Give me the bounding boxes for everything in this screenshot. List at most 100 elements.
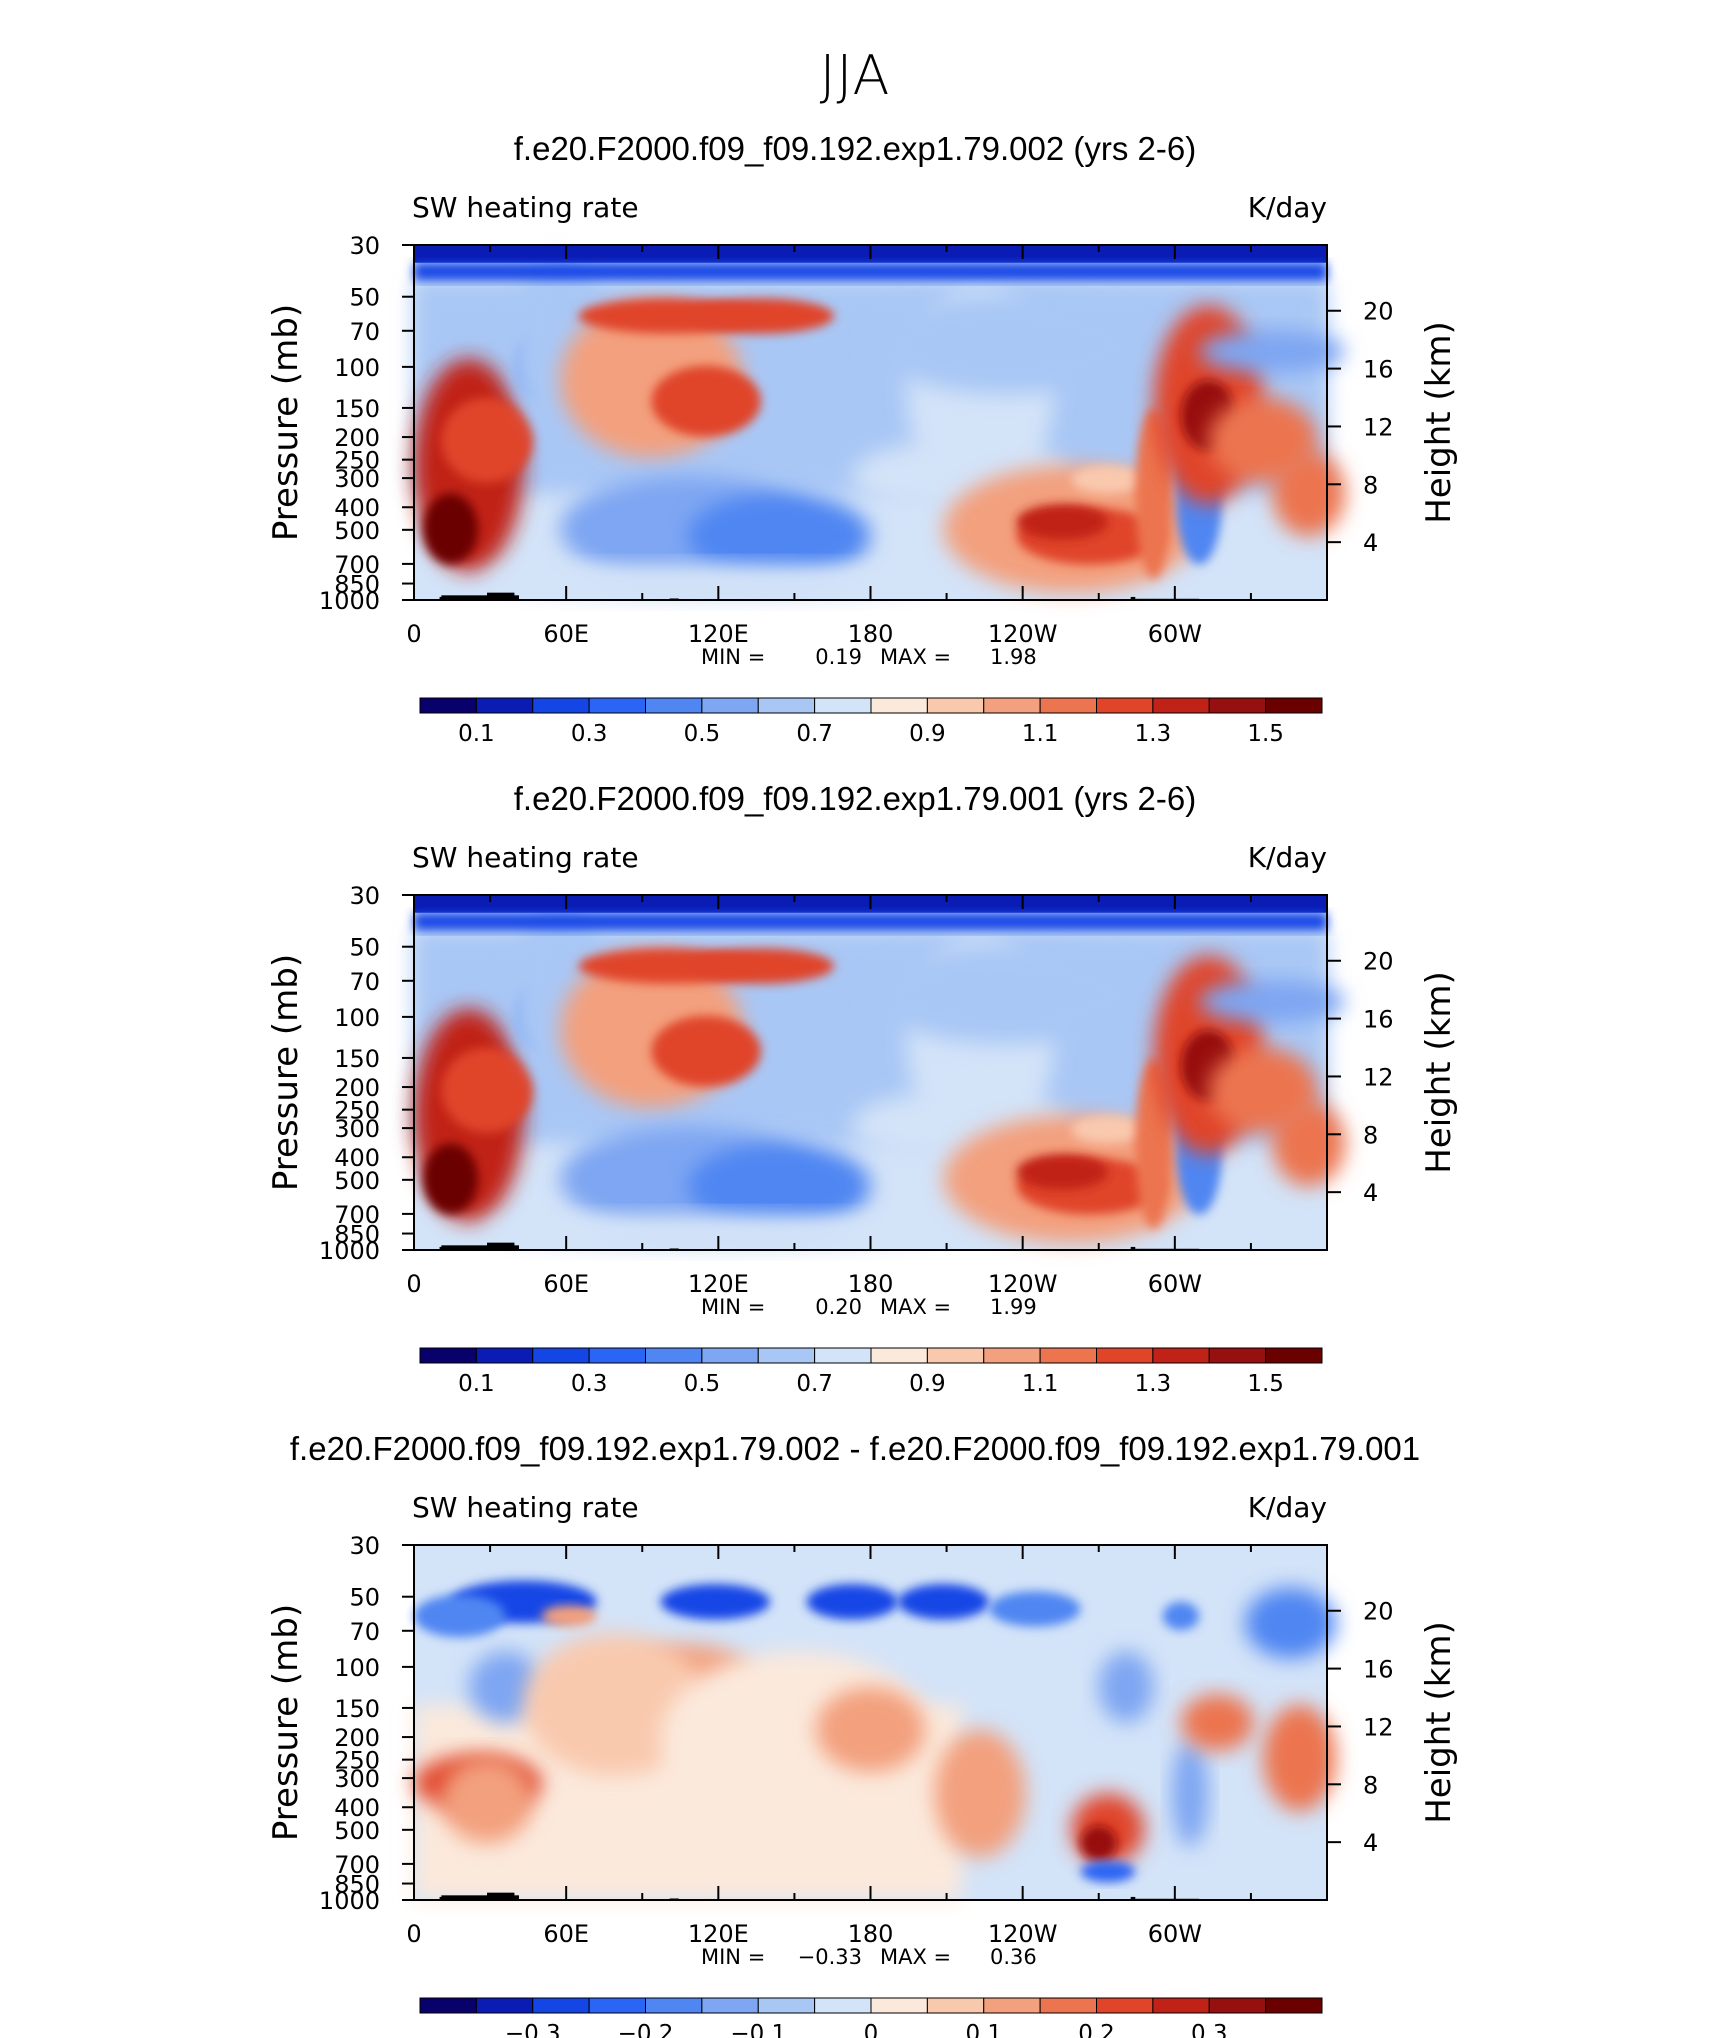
- colorbar-swatch: [814, 1347, 872, 1364]
- colorbar-swatch: [1208, 1997, 1267, 2014]
- colorbar-swatch: [757, 1997, 816, 2014]
- land-mask: [500, 1245, 519, 1250]
- colorbar-swatch: [419, 1997, 477, 2014]
- colorbar-swatch: [475, 1347, 534, 1364]
- y-tick-label: 30: [349, 1532, 380, 1560]
- colorbar-swatch: [926, 697, 985, 714]
- field-blob: [870, 294, 1145, 395]
- y-tick-label: 1000: [319, 587, 380, 615]
- colorbar-swatch: [1039, 1347, 1097, 1364]
- panel-3-title: f.e20.F2000.f09_f09.192.exp1.79.002 - f.…: [289, 1430, 1421, 1467]
- y-tick-label: 100: [334, 1004, 380, 1032]
- page-title: JJA: [819, 44, 891, 107]
- colorbar-swatch: [532, 697, 590, 714]
- stats-max-label: MAX =: [880, 645, 951, 669]
- field-blob: [1272, 1100, 1346, 1187]
- x-tick-label: 120E: [688, 620, 749, 648]
- y-tick-label: 150: [334, 1695, 380, 1723]
- x-tick-label: 60E: [543, 1920, 589, 1948]
- field-blob: [1080, 1825, 1118, 1861]
- colorbar-swatch: [1208, 1347, 1267, 1364]
- y-tick-label: 30: [349, 882, 380, 910]
- colorbar-swatch: [645, 697, 703, 714]
- stats-min: 0.20: [815, 1295, 862, 1319]
- colorbar-label: 0.5: [684, 721, 721, 747]
- colorbar-label: 0.3: [1191, 2021, 1228, 2038]
- x-tick-label: 120E: [688, 1270, 749, 1298]
- colorbar-swatch: [532, 1347, 590, 1364]
- colorbar-swatch: [645, 1997, 703, 2014]
- field-blob: [989, 1591, 1081, 1627]
- y-tick-label: 30: [349, 232, 380, 260]
- y-tick-right-label: 4: [1363, 529, 1378, 557]
- field-blob: [687, 1143, 871, 1229]
- x-tick-label: 180: [848, 1270, 894, 1298]
- x-tick-label: 0: [406, 620, 421, 648]
- y-tick-right-label: 4: [1363, 1179, 1378, 1207]
- colorbar-label: 0.7: [796, 1371, 833, 1397]
- y-tick-right-label: 16: [1363, 1006, 1394, 1034]
- field-blob: [1162, 1601, 1200, 1631]
- field-blob: [687, 948, 834, 984]
- colorbar-label: 0: [864, 2021, 879, 2038]
- y-tick-label: 150: [334, 1045, 380, 1073]
- plot-area-3: [414, 1545, 1337, 1900]
- y-tick-right-label: 8: [1363, 1121, 1378, 1149]
- colorbar-swatch: [419, 1347, 477, 1364]
- y-tick-right-label: 4: [1363, 1829, 1378, 1857]
- colorbar-swatch: [983, 1347, 1041, 1364]
- colorbar-swatch: [926, 1347, 985, 1364]
- stats-min-label: MIN =: [701, 645, 765, 669]
- colorbar-swatch: [588, 1347, 646, 1364]
- colorbar-swatch: [1039, 1997, 1097, 2014]
- y-tick-label: 850: [334, 1221, 380, 1249]
- y-tick-label: 850: [334, 1871, 380, 1899]
- y-tick-label: 250: [334, 1097, 380, 1125]
- stats-min: −0.33: [798, 1945, 862, 1969]
- colorbar-swatch: [645, 1347, 703, 1364]
- colorbar-label: 0.3: [571, 721, 608, 747]
- field-blob: [1180, 1694, 1254, 1751]
- x-tick-label: 60W: [1148, 1270, 1202, 1298]
- y-tick-label: 200: [334, 424, 380, 452]
- field-blob: [423, 1143, 478, 1215]
- panel-2-title: f.e20.F2000.f09_f09.192.exp1.79.001 (yrs…: [513, 780, 1197, 817]
- field-blob: [815, 1687, 926, 1773]
- plot-area-1: [414, 245, 1346, 600]
- colorbar-swatch: [1265, 1997, 1323, 2014]
- y-tick-right-label: 8: [1363, 1771, 1378, 1799]
- y-tick-right-label: 12: [1363, 1063, 1394, 1091]
- field-blob: [1016, 504, 1108, 540]
- y-tick-label: 100: [334, 1654, 380, 1682]
- field-blob: [541, 1605, 597, 1627]
- field-blob: [487, 564, 944, 600]
- colorbar-label: 1.5: [1247, 721, 1284, 747]
- colorbar-label: 1.3: [1135, 1371, 1172, 1397]
- panel-2: SW heating rate K/day 0 60E 120E 180 120W 60W 30…: [266, 841, 1459, 1397]
- y-tick-right-label: 8: [1363, 471, 1378, 499]
- colorbar-swatch: [588, 697, 646, 714]
- colorbar-swatch: [1096, 1997, 1154, 2014]
- x-tick-label: 60W: [1148, 1920, 1202, 1948]
- y-axis-title-right: Height (km): [1419, 321, 1459, 524]
- colorbar-swatch: [757, 1347, 816, 1364]
- y-tick-label: 100: [334, 354, 380, 382]
- colorbar-swatch: [419, 697, 477, 714]
- y-tick-right-label: 20: [1363, 298, 1394, 326]
- y-tick-label: 700: [334, 1201, 380, 1229]
- y-tick-label: 250: [334, 1747, 380, 1775]
- colorbar-swatch: [588, 1997, 646, 2014]
- colorbar-3: −0.3 −0.2 −0.1 0 0.1 0.2 0.3: [419, 1997, 1323, 2038]
- colorbar-swatch: [870, 1997, 928, 2014]
- colorbar-swatch: [983, 1997, 1041, 2014]
- units-label: K/day: [1248, 1491, 1327, 1524]
- colorbar-label: 0.2: [1078, 2021, 1115, 2038]
- x-tick-label: 120W: [988, 1920, 1058, 1948]
- plot-area-2: [414, 895, 1346, 1250]
- y-tick-right-label: 16: [1363, 356, 1394, 384]
- units-label: K/day: [1248, 841, 1327, 874]
- colorbar-swatch: [1096, 1347, 1154, 1364]
- variable-label: SW heating rate: [412, 841, 639, 874]
- y-tick-right-label: 20: [1363, 1598, 1394, 1626]
